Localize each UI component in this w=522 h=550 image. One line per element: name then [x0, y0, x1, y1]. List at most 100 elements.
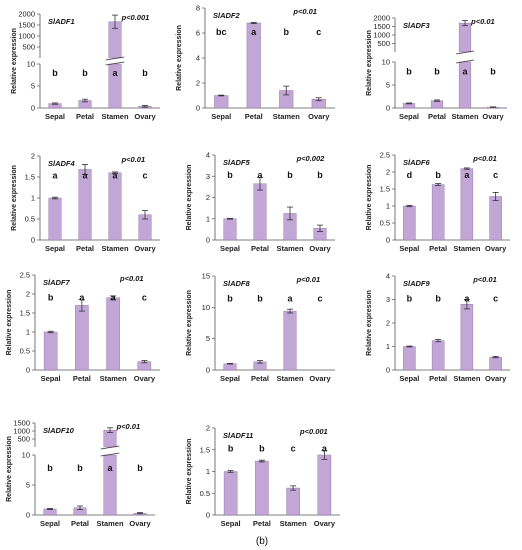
y-tick-label: 3	[386, 295, 390, 304]
y-axis-label: Relative expression	[366, 165, 373, 231]
category-label: Ovary	[309, 374, 331, 383]
category-label: Ovary	[134, 374, 156, 383]
panel-sladf9: 0 1 2 3 4 Relative expression Sepal b Petal b Stam…	[366, 272, 510, 383]
panel-sladf1: 0 5 10 500 1000 1500 2000 Relative expression Se…	[11, 10, 160, 121]
category-label: Petal	[253, 519, 271, 528]
category-label: Petal	[251, 374, 269, 383]
y-tick-label: 1	[386, 202, 390, 211]
significance-letter: b	[435, 170, 441, 180]
significance-letter: b	[490, 66, 496, 76]
bar-stamen	[103, 454, 117, 516]
y-axis-label: Relative expression	[366, 30, 373, 96]
significance-letter: a	[464, 293, 470, 303]
figure-caption: (b)	[256, 536, 268, 547]
significance-letter: a	[322, 443, 328, 453]
panel-sladf4: 0 0.5 1 1.5 2 Relative expression Sepal a Petal a…	[11, 152, 160, 253]
p-value: p<0.001	[299, 427, 328, 436]
y-tick-label: 0.5	[380, 219, 390, 228]
y-tick-label: 5	[26, 481, 30, 490]
significance-letter: b	[287, 170, 293, 180]
category-label: Stamen	[96, 519, 124, 528]
panel-sladf8: 0 5 10 15 Relative expression Sepal b Petal b Sta…	[186, 272, 335, 383]
bar-sepal	[48, 197, 62, 241]
category-label: Sepal	[399, 244, 419, 253]
category-label: Sepal	[220, 244, 240, 253]
significance-letter: a	[287, 293, 293, 303]
y-tick-label: 2	[206, 193, 210, 202]
significance-letter: b	[257, 293, 263, 303]
p-value: p<0.01	[296, 275, 321, 284]
category-label: Sepal	[41, 374, 61, 383]
significance-letter: bc	[216, 27, 227, 37]
panel-sladf11: 0 0.5 1 1.5 2 Relative expression Sepal b Petal b…	[186, 424, 340, 528]
category-label: Ovary	[482, 112, 504, 121]
category-label: Petal	[71, 519, 89, 528]
y-axis-label: Relative expression	[366, 290, 373, 356]
y-tick-label-upper: 1500	[18, 21, 35, 30]
category-label: Ovary	[314, 519, 336, 528]
y-tick-label: 0	[26, 366, 30, 375]
significance-letter: a	[112, 171, 118, 181]
category-label: Stamen	[453, 374, 481, 383]
gene-name: SlADF7	[43, 278, 71, 287]
y-tick-label: 1.5	[25, 173, 35, 182]
bar-sepal	[214, 95, 229, 109]
y-tick-label: 0	[206, 366, 210, 375]
y-tick-label: 5	[31, 82, 35, 91]
p-value: p<0.01	[121, 155, 146, 164]
category-label: Ovary	[129, 519, 151, 528]
category-label: Stamen	[451, 112, 479, 121]
gene-name: SlADF11	[223, 431, 253, 440]
y-tick-label: 0	[386, 236, 390, 245]
y-tick-label: 2.5	[380, 151, 390, 160]
category-label: Stamen	[453, 244, 481, 253]
gene-name: SlADF10	[43, 426, 75, 435]
bar-sepal	[403, 205, 416, 241]
y-tick-label-upper: 1000	[373, 31, 390, 40]
panel-sladf7: 0 0.5 1 1.5 2 2.5 Relative expression Sepal b Pet…	[6, 271, 160, 383]
gene-name: SlADF5	[223, 158, 251, 167]
y-tick-label: 0	[206, 236, 210, 245]
category-label: Ovary	[134, 112, 156, 121]
significance-letter: c	[493, 170, 498, 180]
y-axis-label: Relative expression	[186, 165, 193, 231]
y-tick-label: 2	[386, 168, 390, 177]
bar-sepal	[223, 471, 238, 516]
significance-letter: a	[82, 171, 88, 181]
bar-stamen	[458, 61, 472, 109]
y-tick-label: 2	[31, 152, 35, 161]
significance-letter: c	[291, 443, 296, 453]
significance-letter: a	[251, 27, 257, 37]
category-label: Petal	[429, 244, 447, 253]
y-tick-label: 10	[22, 451, 30, 460]
y-tick-label: 0.5	[25, 215, 35, 224]
p-value: p<0.002	[296, 154, 326, 163]
y-tick-label: 1	[206, 214, 210, 223]
y-tick-label: 0	[31, 236, 35, 245]
y-tick-label: 3	[206, 172, 210, 181]
y-tick-label: 1.5	[380, 185, 390, 194]
category-label: Petal	[251, 244, 269, 253]
y-tick-label-upper: 1500	[373, 22, 390, 31]
y-tick-label: 1	[31, 194, 35, 203]
significance-letter: b	[317, 170, 323, 180]
axis-break-mark	[105, 61, 125, 66]
y-tick-label-upper: 500	[377, 39, 390, 48]
bar-petal	[75, 305, 89, 371]
bar-stamen	[460, 304, 474, 371]
axis-break-mark	[456, 59, 474, 64]
category-label: Ovary	[308, 112, 330, 121]
bar-ovary	[317, 454, 332, 516]
y-axis-label: Relative expression	[186, 439, 193, 505]
category-label: Ovary	[485, 244, 507, 253]
category-label: Sepal	[45, 112, 65, 121]
y-tick-label: 1	[386, 342, 390, 351]
y-tick-label: 5	[386, 81, 390, 90]
y-tick-label: 10	[382, 58, 390, 67]
y-tick-label: 6	[196, 29, 200, 38]
y-axis-label: Relative expression	[6, 436, 13, 502]
y-tick-label: 0.5	[200, 489, 210, 498]
y-tick-label: 0	[196, 104, 200, 113]
